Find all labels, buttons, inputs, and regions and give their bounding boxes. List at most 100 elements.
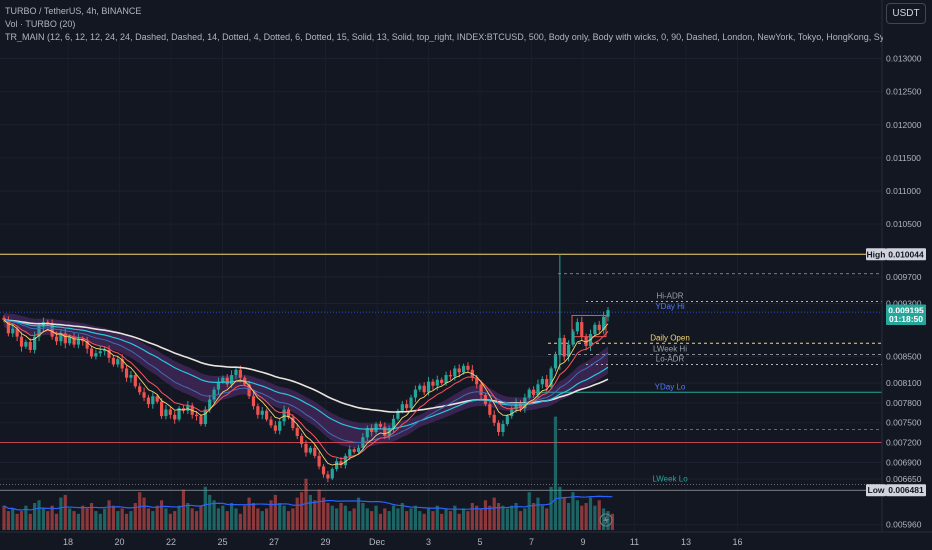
volume-bar	[567, 503, 571, 530]
volume-bar	[68, 508, 72, 530]
candle-body	[466, 365, 470, 370]
volume-bar	[593, 505, 597, 530]
candle-body	[260, 410, 264, 415]
volume-bar	[518, 511, 523, 530]
high-tag-bg	[866, 248, 886, 261]
volume-bar	[94, 511, 98, 530]
volume-bar	[120, 508, 124, 530]
volume-bar	[514, 503, 518, 530]
candle-body	[278, 421, 282, 431]
candle-body	[177, 408, 181, 420]
candle-body	[11, 328, 15, 334]
price-tick-label: 0.012500	[886, 87, 922, 97]
volume-bar	[146, 508, 151, 530]
level-label: YDay Lo	[655, 382, 686, 391]
volume-bar	[326, 503, 330, 530]
volume-bar	[111, 505, 116, 530]
volume-bar	[370, 511, 374, 530]
volume-bar	[313, 500, 317, 530]
volume-bar	[457, 513, 461, 530]
volume-bar	[453, 505, 457, 530]
candles	[2, 254, 610, 483]
volume-bar	[580, 505, 584, 530]
volume-bar	[41, 508, 45, 530]
level-label: LWeek Lo	[652, 474, 688, 483]
price-tick-label: 0.007200	[886, 438, 922, 448]
volume-bar	[413, 505, 418, 530]
time-tick-label: 20	[114, 537, 124, 547]
replay-icon[interactable]	[599, 513, 613, 527]
time-tick-label: 27	[269, 537, 279, 547]
candle-body	[225, 377, 229, 385]
price-tick-label: 0.010500	[886, 219, 922, 229]
candle-body	[216, 381, 221, 390]
volume-bar	[400, 503, 404, 530]
candle-body	[448, 375, 453, 377]
volume-bar	[571, 492, 575, 530]
time-tick-label: Dec	[369, 537, 386, 547]
volume-bar	[558, 486, 562, 530]
volume-bar	[405, 511, 409, 530]
price-tick-label: 0.013000	[886, 54, 922, 64]
currency-button[interactable]: USDT	[886, 3, 926, 24]
candle-body	[514, 402, 518, 410]
candle-body	[120, 359, 124, 369]
candle-body	[453, 368, 457, 377]
candle-body	[221, 377, 225, 382]
candle-body	[492, 414, 496, 423]
volume-bar	[164, 508, 168, 530]
candle-body	[300, 435, 304, 444]
time-tick-label: 25	[217, 537, 227, 547]
candle-body	[229, 375, 234, 385]
ema-yellow-line	[3, 319, 609, 466]
level-label: Lo-ADR	[656, 354, 685, 363]
volume-bar	[98, 513, 102, 530]
time-tick-label: 3	[426, 537, 431, 547]
volume-bar	[348, 511, 352, 530]
time-tick-label: 22	[166, 537, 176, 547]
candle-body	[606, 310, 610, 317]
candle-body	[422, 385, 426, 393]
price-tick-label: 0.011500	[886, 153, 921, 163]
low-tag: Low	[868, 485, 885, 495]
volume-bar	[15, 513, 19, 530]
candle-body	[146, 397, 151, 405]
candle-body	[273, 425, 277, 431]
candle-body	[409, 397, 413, 409]
volume-bar	[225, 511, 229, 530]
candle-body	[111, 357, 116, 365]
candle-body	[545, 379, 549, 387]
candle-body	[46, 322, 50, 324]
low-tag-bg	[866, 484, 886, 497]
price-tick-label: 0.008100	[886, 378, 922, 388]
volume-bar	[483, 500, 488, 530]
candle-body	[133, 375, 137, 387]
volume-bar	[159, 500, 164, 530]
candle-body	[212, 389, 216, 400]
volume-bar	[365, 508, 369, 530]
candle-body	[116, 359, 120, 365]
volume-bar	[286, 511, 291, 530]
price-tick-label: 0.006650	[886, 474, 922, 484]
candle-body	[553, 355, 558, 369]
volume-bar	[11, 508, 15, 530]
candle-body	[50, 323, 54, 337]
price-tick-label: 0.011000	[886, 186, 921, 196]
volume-bar	[540, 505, 544, 530]
volume-bar	[339, 503, 343, 530]
volume-bar	[575, 500, 579, 530]
volume-bar	[203, 486, 207, 530]
volume-bar	[597, 500, 601, 530]
volume-bar	[356, 497, 361, 530]
candle-body	[194, 414, 199, 417]
volume-bar	[168, 513, 172, 530]
candle-body	[335, 461, 339, 470]
candle-body	[19, 336, 24, 347]
candle-body	[6, 320, 10, 334]
candle-body	[330, 469, 334, 479]
high-tag: High	[867, 249, 886, 259]
volume-bar	[133, 503, 137, 530]
candle-body	[247, 384, 251, 397]
